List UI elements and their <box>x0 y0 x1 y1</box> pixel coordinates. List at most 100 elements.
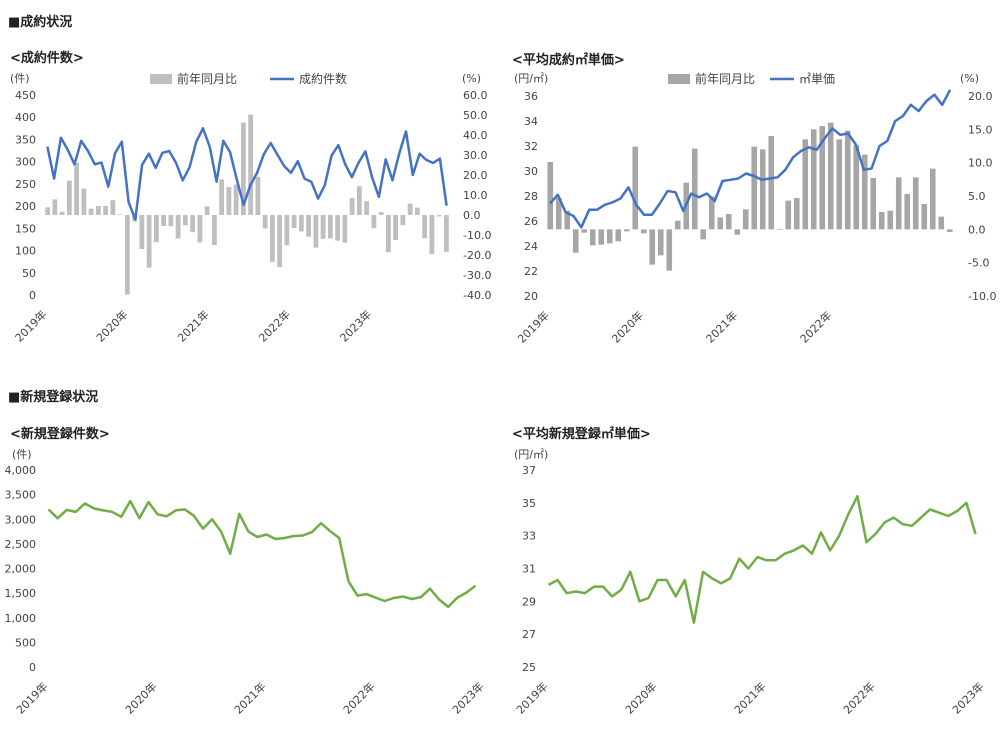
bar-contract_price-8 <box>615 229 622 242</box>
y2-tick-label-contract_count-0: -40.0 <box>463 289 491 302</box>
section-registrations-heading: ■新規登録状況 <box>8 390 99 405</box>
y2-tick-label-contract_count-6: 20.0 <box>463 169 488 182</box>
chart-title-contract-count: <成約件数> <box>10 51 84 66</box>
bar-contract_price-47 <box>946 229 953 232</box>
y-tick-label-new_listing_price-2: 29 <box>522 595 536 608</box>
bar-contract_price-36 <box>853 145 860 230</box>
bar-contract_count-5 <box>81 188 87 215</box>
y-tick-label-contract_price-7: 34 <box>524 115 538 128</box>
y-tick-label-contract_price-2: 24 <box>524 240 538 253</box>
bar-contract_count-20 <box>190 215 196 233</box>
y2-tick-label-contract_count-3: -10.0 <box>463 229 491 242</box>
legend-swatch-bar-contract_count <box>150 74 172 84</box>
y-tick-label-contract_price-5: 30 <box>524 165 538 178</box>
bar-contract_price-24 <box>751 146 758 230</box>
legend-label-bar-contract_price: 前年同月比 <box>695 71 755 86</box>
y-tick-label-contract_count-6: 300 <box>15 156 36 169</box>
x-tick-label-contract_count-0: 2019年 <box>12 307 49 344</box>
bar-contract_price-3 <box>572 229 579 253</box>
bar-contract_price-6 <box>598 229 605 245</box>
y-tick-label-new_listing_count-4: 2,000 <box>5 563 37 576</box>
bar-contract_count-4 <box>74 162 80 215</box>
bar-contract_count-47 <box>385 215 391 253</box>
bar-contract_price-14 <box>666 229 673 271</box>
bar-contract_price-40 <box>887 210 894 230</box>
bar-contract_price-27 <box>776 229 783 230</box>
bar-contract_count-21 <box>197 215 203 243</box>
bar-contract_count-32 <box>277 215 283 267</box>
series-line-new_listing_price <box>547 495 977 624</box>
bar-contract_count-55 <box>443 215 449 252</box>
series-line-new_listing_count <box>47 499 477 609</box>
bar-contract_count-8 <box>103 206 109 215</box>
y-tick-label-new_listing_price-6: 37 <box>522 464 536 477</box>
bar-contract_price-20 <box>717 217 724 230</box>
bar-contract_price-32 <box>819 126 826 230</box>
bar-contract_price-10 <box>632 146 639 230</box>
y-tick-label-new_listing_count-3: 1,500 <box>5 587 37 600</box>
bar-contract_count-46 <box>378 212 384 215</box>
chart-title-new-listing-price: <平均新規登録㎡単価> <box>512 427 651 442</box>
bar-contract_price-21 <box>725 214 732 230</box>
bar-contract_price-45 <box>929 168 936 230</box>
bar-contract_price-7 <box>606 229 613 244</box>
bar-contract_price-33 <box>827 122 834 230</box>
y-tick-label-contract_count-7: 350 <box>15 133 36 146</box>
y-tick-label-contract_price-1: 22 <box>524 265 538 278</box>
bar-contract_price-31 <box>810 129 817 230</box>
bar-contract_count-36 <box>306 215 312 237</box>
bar-contract_count-26 <box>233 184 239 215</box>
y-tick-label-new_listing_count-6: 3,000 <box>5 513 37 526</box>
bar-contract_price-34 <box>836 139 843 230</box>
y-tick-label-contract_count-5: 250 <box>15 178 36 191</box>
bar-contract_count-24 <box>219 179 225 215</box>
bar-contract_count-39 <box>327 215 333 239</box>
y-tick-label-new_listing_count-5: 2,500 <box>5 538 37 551</box>
y2-tick-label-contract_price-0: -10.0 <box>968 290 996 303</box>
bar-contract_count-13 <box>139 215 145 249</box>
y2-tick-label-contract_count-4: 0.0 <box>463 209 481 222</box>
y2-tick-label-contract_count-9: 50.0 <box>463 109 488 122</box>
y-tick-label-contract_count-4: 200 <box>15 200 36 213</box>
bar-contract_price-38 <box>870 178 877 230</box>
bar-contract_count-6 <box>88 208 94 215</box>
bar-contract_price-41 <box>895 177 902 230</box>
right-unit-contract_count: (%) <box>462 72 481 85</box>
y-tick-label-new_listing_price-0: 25 <box>522 661 536 674</box>
bar-contract_price-37 <box>861 154 868 230</box>
y2-tick-label-contract_price-3: 5.0 <box>968 190 986 203</box>
x-tick-label-new_listing_price-1: 2020年 <box>622 679 659 716</box>
y-tick-label-new_listing_price-3: 31 <box>522 563 536 576</box>
x-tick-label-contract_count-2: 2021年 <box>174 307 211 344</box>
x-tick-label-contract_price-1: 2020年 <box>609 308 646 345</box>
bar-contract_count-29 <box>255 176 261 215</box>
bar-contract_price-29 <box>793 198 800 230</box>
y-tick-label-contract_price-8: 36 <box>524 90 538 103</box>
y-tick-label-new_listing_price-4: 33 <box>522 530 536 543</box>
bar-contract_count-30 <box>262 215 268 229</box>
bar-contract_count-17 <box>168 215 174 227</box>
bar-contract_count-0 <box>45 207 51 215</box>
y2-tick-label-contract_count-5: 10.0 <box>463 189 488 202</box>
bar-contract_price-13 <box>657 229 664 256</box>
x-tick-label-contract_count-1: 2020年 <box>93 307 130 344</box>
x-tick-label-new_listing_price-4: 2023年 <box>949 679 986 716</box>
y-tick-label-contract_count-2: 100 <box>15 245 36 258</box>
bar-contract_count-44 <box>364 201 370 215</box>
bar-contract_count-42 <box>349 198 355 215</box>
y2-tick-label-contract_count-10: 60.0 <box>463 89 488 102</box>
x-tick-label-new_listing_count-1: 2020年 <box>122 679 159 716</box>
bar-contract_price-28 <box>785 200 792 230</box>
bar-contract_count-45 <box>371 215 377 229</box>
x-tick-label-contract_price-0: 2019年 <box>515 308 552 345</box>
x-tick-label-new_listing_count-2: 2021年 <box>231 679 268 716</box>
bar-contract_price-30 <box>802 139 809 230</box>
bar-contract_price-12 <box>649 229 656 265</box>
y-tick-label-new_listing_price-1: 27 <box>522 628 536 641</box>
bar-contract_count-28 <box>248 114 254 215</box>
bar-contract_price-25 <box>759 149 766 230</box>
bar-contract_count-19 <box>182 215 188 226</box>
chart-title-new-listing-count: <新規登録件数> <box>10 427 110 442</box>
bar-contract_count-2 <box>59 211 65 215</box>
y2-tick-label-contract_price-1: -5.0 <box>968 257 989 270</box>
